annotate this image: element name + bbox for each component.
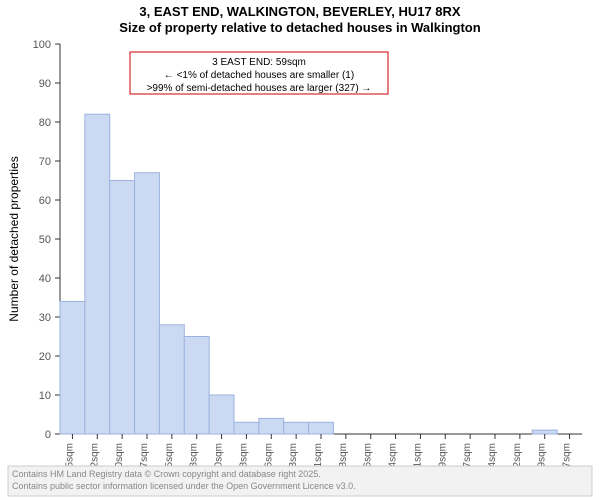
chart-container: 3, EAST END, WALKINGTON, BEVERLEY, HU17 … xyxy=(0,0,600,500)
y-tick-label: 20 xyxy=(39,351,51,363)
y-tick-label: 0 xyxy=(45,429,51,441)
bar xyxy=(259,418,284,434)
bar xyxy=(85,114,110,434)
y-tick-label: 30 xyxy=(39,312,51,324)
y-tick-label: 80 xyxy=(39,117,51,129)
y-tick-label: 10 xyxy=(39,390,51,402)
bar xyxy=(209,395,234,434)
chart-title-line2: Size of property relative to detached ho… xyxy=(119,20,480,35)
annotation-line: 3 EAST END: 59sqm xyxy=(212,57,306,68)
y-tick-label: 90 xyxy=(39,78,51,90)
y-tick-label: 40 xyxy=(39,273,51,285)
y-tick-label: 70 xyxy=(39,156,51,168)
histogram-svg: 3, EAST END, WALKINGTON, BEVERLEY, HU17 … xyxy=(0,0,600,500)
y-tick-label: 50 xyxy=(39,234,51,246)
annotation-line: >99% of semi-detached houses are larger … xyxy=(147,83,372,94)
footer-line: Contains HM Land Registry data © Crown c… xyxy=(12,469,321,479)
chart-title-line1: 3, EAST END, WALKINGTON, BEVERLEY, HU17 … xyxy=(139,4,461,19)
y-tick-label: 100 xyxy=(33,39,51,51)
y-axis-label: Number of detached properties xyxy=(7,156,21,321)
bar xyxy=(309,422,334,434)
bar xyxy=(110,181,135,435)
bar xyxy=(234,422,259,434)
bar xyxy=(184,337,209,435)
bar xyxy=(135,173,160,434)
y-tick-label: 60 xyxy=(39,195,51,207)
bar xyxy=(532,430,557,434)
footer-line: Contains public sector information licen… xyxy=(12,481,356,491)
bar xyxy=(284,422,309,434)
bar xyxy=(159,325,184,434)
bar xyxy=(60,301,85,434)
annotation-line: ← <1% of detached houses are smaller (1) xyxy=(164,70,354,81)
